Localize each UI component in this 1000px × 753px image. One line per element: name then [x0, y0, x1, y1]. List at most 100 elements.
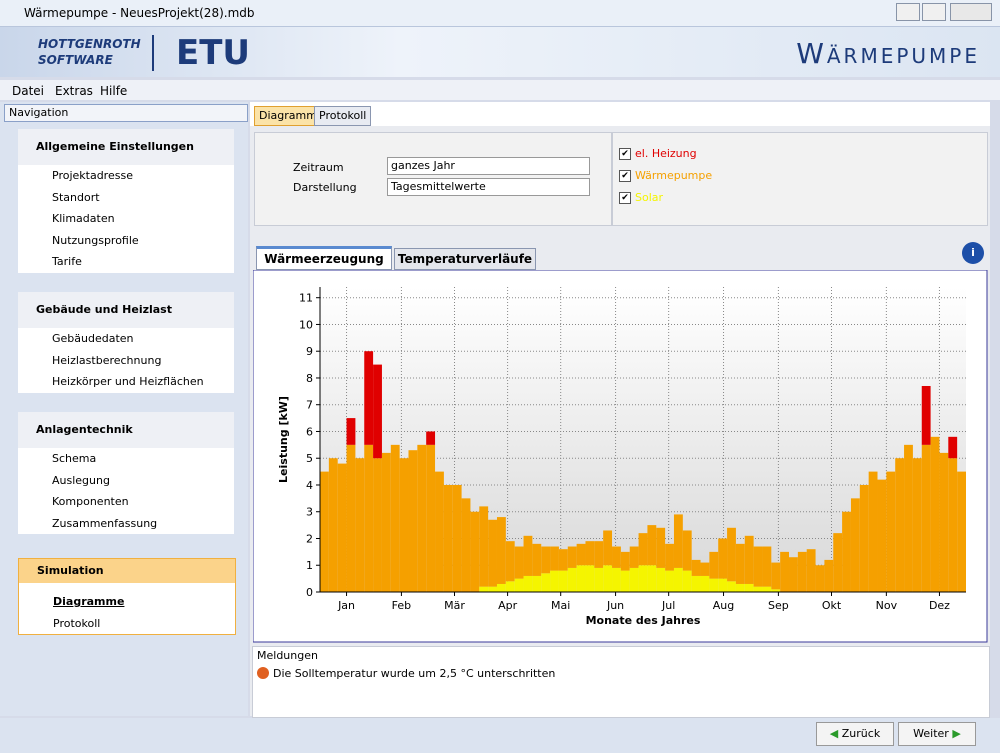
section-header[interactable]: Anlagentechnik — [18, 412, 234, 448]
chart-tab[interactable]: Wärmeerzeugung — [256, 246, 392, 270]
bar — [523, 575, 533, 592]
bar — [496, 583, 506, 592]
bar — [514, 578, 524, 592]
dropdown[interactable]: ganzes Jahr — [387, 157, 590, 175]
bar — [488, 586, 497, 592]
bar — [567, 546, 577, 568]
legend-entry[interactable]: ✔ el. Heizung — [619, 147, 697, 161]
nav-item[interactable]: Auslegung — [52, 473, 110, 487]
menu-item[interactable]: Hilfe — [100, 84, 128, 98]
legend-label: Solar — [635, 191, 664, 204]
next-button[interactable]: Weiter ▶ — [898, 722, 976, 746]
bar — [443, 484, 453, 592]
bar — [612, 567, 621, 592]
window-title: Wärmepumpe - NeuesProjekt(28).mdb — [24, 6, 255, 20]
bar — [877, 479, 887, 592]
bar — [789, 557, 798, 592]
bar — [912, 458, 922, 592]
chart-tab[interactable]: Temperaturverläufe — [394, 248, 536, 270]
bar — [373, 364, 382, 459]
bar — [426, 444, 436, 592]
bar — [709, 578, 719, 592]
bar — [718, 538, 728, 579]
chart: 0 1 2 3 4 5 6 7 8 9 10 11 Jan Feb Mär Apr Mai Jun Jul Aug Se… — [253, 270, 988, 643]
bar — [682, 570, 692, 592]
bar — [479, 506, 489, 587]
panel-title: Navigation — [4, 104, 248, 122]
nav-item[interactable]: Nutzungsprofile — [52, 233, 139, 247]
bar — [744, 535, 754, 584]
back-button[interactable]: ◀ Zurück — [816, 722, 894, 746]
message: Die Solltemperatur wurde um 2,5 °C unter… — [273, 667, 556, 680]
x-tick-label: Mai — [551, 599, 570, 612]
bar — [930, 436, 940, 592]
bar — [594, 541, 604, 568]
x-tick-label: Apr — [498, 599, 518, 612]
section-header[interactable]: Simulation — [19, 559, 235, 583]
title-bar: Wärmepumpe - NeuesProjekt(28).mdb — [0, 0, 1000, 27]
nav-item[interactable]: Projektadresse — [52, 169, 133, 182]
product-name: ETU — [176, 33, 251, 73]
y-tick-label: 4 — [306, 479, 313, 492]
bar — [620, 570, 630, 592]
nav-section: Allgemeine Einstellungen Projektadresse … — [18, 129, 234, 273]
x-axis-label: Monate des Jahres — [586, 614, 701, 627]
legend-entry[interactable]: ✔ Wärmepumpe — [619, 169, 712, 183]
bar — [859, 484, 869, 592]
x-tick-label: Feb — [392, 599, 411, 612]
nav-item[interactable]: Tarife — [52, 255, 82, 268]
close-button[interactable] — [950, 3, 992, 21]
bar — [629, 567, 639, 592]
bar — [576, 543, 586, 566]
nav-item[interactable]: Schema — [52, 452, 97, 465]
bar — [797, 551, 807, 592]
maximize-button[interactable] — [922, 3, 946, 21]
bar — [328, 458, 338, 592]
menu-item[interactable]: Datei — [12, 84, 45, 98]
x-tick-label: Mär — [444, 599, 465, 612]
nav-section: Anlagentechnik Schema Auslegung Komponen… — [18, 412, 234, 534]
nav-item[interactable]: Heizlastberechnung — [52, 353, 162, 367]
nav-item[interactable]: Standort — [52, 190, 100, 204]
bar — [346, 444, 356, 592]
checkbox[interactable]: ✔ — [619, 192, 631, 204]
nav-item[interactable]: Heizkörper und Heizflächen — [52, 375, 204, 388]
tab[interactable]: Protokoll — [314, 106, 372, 126]
section-header[interactable]: Allgemeine Einstellungen — [18, 129, 234, 165]
bar — [541, 546, 551, 574]
bar — [452, 484, 462, 592]
bar — [656, 567, 666, 592]
nav-item[interactable]: Komponenten — [52, 495, 129, 508]
warning-icon — [257, 667, 269, 679]
legend-entry[interactable]: ✔ Solar — [619, 191, 663, 205]
section-header[interactable]: Gebäude und Heizlast — [18, 292, 234, 328]
bar — [488, 519, 497, 587]
checkbox[interactable]: ✔ — [619, 170, 631, 182]
menu-item[interactable]: Extras — [55, 84, 93, 98]
y-tick-label: 8 — [306, 372, 313, 385]
settings-box: Zeitraum ganzes Jahr Darstellung Tagesmi… — [254, 132, 612, 226]
nav-item[interactable]: Klimadaten — [52, 212, 115, 225]
x-tick-label: Jul — [661, 599, 675, 612]
bar — [470, 511, 480, 592]
bar — [833, 533, 843, 592]
dropdown[interactable]: Tagesmittelwerte — [387, 178, 590, 196]
nav-item[interactable]: Zusammenfassung — [52, 516, 158, 530]
y-tick-label: 0 — [306, 586, 313, 599]
bar — [842, 511, 851, 592]
bar — [727, 581, 736, 592]
x-tick-label: Okt — [822, 599, 842, 612]
info-icon[interactable]: i — [962, 242, 984, 264]
nav-item[interactable]: Protokoll — [53, 616, 101, 630]
minimize-button[interactable] — [896, 3, 920, 21]
bar — [895, 458, 905, 592]
nav-item[interactable]: Gebäudedaten — [52, 332, 134, 345]
status-bar: ◀ Zurück Weiter ▶ — [0, 718, 1000, 753]
nav-item[interactable]: Diagramme — [53, 595, 125, 608]
bar — [399, 458, 409, 592]
bar — [762, 546, 772, 587]
legend-label: Wärmepumpe — [635, 169, 713, 182]
y-tick-label: 9 — [306, 345, 313, 358]
bar — [753, 586, 763, 592]
checkbox[interactable]: ✔ — [619, 148, 631, 160]
